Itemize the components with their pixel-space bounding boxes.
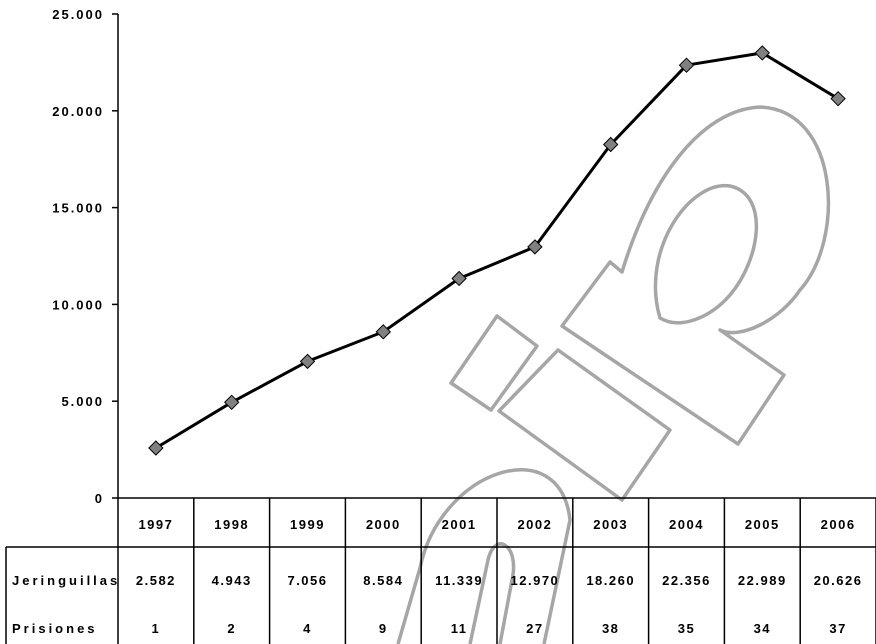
y-tick-label: 15.000 xyxy=(52,201,104,216)
data-point-marker xyxy=(678,57,695,73)
data-point-marker xyxy=(602,136,619,153)
y-tick-label: 0 xyxy=(95,491,104,506)
data-point-marker xyxy=(527,239,543,255)
table-cell: 8.584 xyxy=(363,573,403,588)
table-cell: 35 xyxy=(678,621,695,636)
watermark-stroke xyxy=(653,184,759,325)
watermark-stroke xyxy=(449,314,539,412)
watermark-stroke xyxy=(468,542,516,644)
data-point-marker xyxy=(830,90,846,107)
x-category-label: 1998 xyxy=(214,517,249,532)
x-category-label: 2004 xyxy=(669,517,704,532)
table-cell: 11.339 xyxy=(435,573,483,588)
y-tick-label: 25.000 xyxy=(52,7,104,22)
x-category-label: 2002 xyxy=(517,517,552,532)
table-cell: 18.260 xyxy=(586,573,635,588)
data-point-marker xyxy=(451,270,467,287)
table-cell: 11 xyxy=(451,621,468,636)
data-point-marker xyxy=(375,324,392,340)
table-row-label: Jeringuillas xyxy=(12,573,120,588)
table-cell: 22.989 xyxy=(738,573,787,588)
x-category-label: 2003 xyxy=(593,517,628,532)
table-row-label: Prisiones xyxy=(12,621,98,636)
table-cell: 4 xyxy=(303,621,312,636)
table-cell: 12.970 xyxy=(511,573,560,588)
axes: 0 5.000 10.000 15.000 20.000 25.000 xyxy=(52,7,119,506)
table-cell: 1 xyxy=(152,621,161,636)
data-point-marker xyxy=(148,440,164,456)
table-cell: 37 xyxy=(829,621,846,636)
x-category-label: 1997 xyxy=(138,517,173,532)
data-point-marker xyxy=(754,45,771,61)
x-category-label: 2000 xyxy=(366,517,401,532)
watermark-stroke xyxy=(497,348,672,502)
y-tick-label: 20.000 xyxy=(52,104,104,119)
data-table: 1997 1998 1999 2000 2001 2002 2003 2004 2005 2006… xyxy=(5,497,876,644)
x-category-label: 2001 xyxy=(442,517,477,532)
table-cell: 4.943 xyxy=(212,573,252,588)
watermark-logo xyxy=(396,105,831,644)
data-point-marker xyxy=(223,394,240,411)
y-tick-label: 5.000 xyxy=(61,394,104,409)
y-tick-label: 10.000 xyxy=(52,297,104,312)
series-line xyxy=(155,51,839,450)
table-cell: 22.356 xyxy=(662,573,711,588)
watermark-stroke xyxy=(560,105,831,446)
data-point-marker xyxy=(299,353,316,370)
table-cell: 38 xyxy=(602,621,619,636)
table-cell: 7.056 xyxy=(287,573,327,588)
table-cell: 2 xyxy=(227,621,236,636)
table-cell: 34 xyxy=(754,621,771,636)
x-category-label: 2006 xyxy=(821,517,856,532)
table-cell: 9 xyxy=(379,621,388,636)
x-category-label: 2005 xyxy=(745,517,780,532)
table-cell: 20.626 xyxy=(814,573,863,588)
watermark-stroke xyxy=(396,468,572,644)
series-jeringuillas xyxy=(148,45,846,456)
table-cell: 2.582 xyxy=(136,573,176,588)
table-cell: 27 xyxy=(526,621,543,636)
x-category-label: 1999 xyxy=(290,517,325,532)
